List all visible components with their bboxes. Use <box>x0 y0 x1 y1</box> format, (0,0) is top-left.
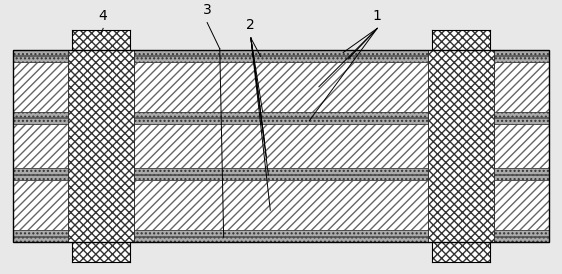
Bar <box>428 50 494 242</box>
Bar <box>13 175 549 181</box>
Bar <box>13 168 549 174</box>
Bar <box>432 242 490 262</box>
Text: 1: 1 <box>373 8 382 22</box>
Text: 2: 2 <box>247 18 255 32</box>
Bar <box>13 118 549 124</box>
Bar <box>13 50 549 55</box>
Bar <box>13 174 549 175</box>
Bar <box>13 50 549 242</box>
Bar <box>13 112 549 117</box>
Bar <box>432 30 490 50</box>
Text: 4: 4 <box>99 8 107 22</box>
Bar <box>13 55 549 56</box>
Bar <box>13 117 549 118</box>
Bar <box>72 242 130 262</box>
Bar <box>13 237 549 242</box>
Bar <box>13 181 549 230</box>
Bar <box>13 230 549 236</box>
Bar <box>13 56 549 62</box>
Bar <box>13 62 549 112</box>
Bar <box>68 50 134 242</box>
Text: 3: 3 <box>203 3 211 17</box>
Bar <box>72 30 130 50</box>
Bar <box>13 124 549 168</box>
Bar <box>13 236 549 237</box>
